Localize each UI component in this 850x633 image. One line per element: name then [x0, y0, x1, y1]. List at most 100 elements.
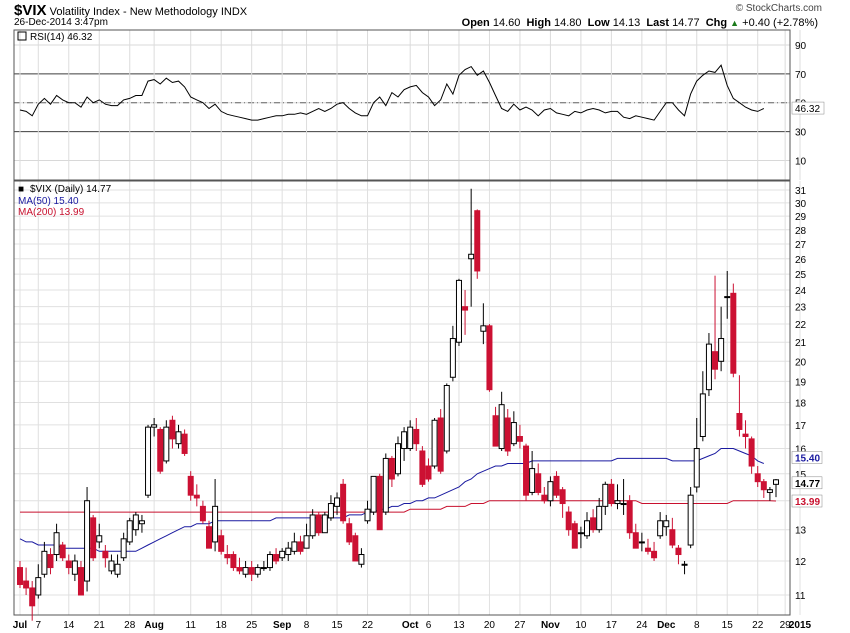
candle — [212, 479, 219, 552]
candle — [455, 278, 462, 346]
x-tick-label: 11 — [186, 620, 197, 631]
x-tick-label: 18 — [216, 620, 228, 631]
candle-body — [754, 473, 761, 483]
candle — [285, 541, 292, 561]
x-tick-label: 24 — [636, 620, 648, 631]
candle — [718, 306, 725, 372]
price-tick-label: 30 — [795, 199, 807, 210]
candle-body — [193, 494, 200, 499]
candle-body — [260, 567, 267, 570]
candle-body — [657, 520, 664, 537]
candle-body — [303, 535, 310, 549]
ma50-tag: 15.40 — [791, 451, 823, 464]
x-tick-label: Aug — [144, 620, 163, 631]
candle — [84, 487, 91, 592]
price-tick-label: 16 — [795, 445, 807, 456]
candle — [443, 383, 450, 454]
candle-body — [498, 404, 505, 450]
price-tick-label: 23 — [795, 303, 807, 314]
ma50-tag-text: 15.40 — [795, 453, 820, 464]
candle — [657, 512, 664, 539]
candle — [773, 479, 779, 498]
candle-body — [181, 433, 188, 454]
x-tick-label: 7 — [36, 620, 42, 631]
candle-body — [651, 550, 658, 559]
candle-body — [468, 253, 475, 260]
price-tick-label: 31 — [795, 186, 807, 197]
price-tick-label: 12 — [795, 557, 807, 568]
candle — [132, 512, 139, 536]
quote-summary: Open 14.60 High 14.80 Low 14.13 Last 14.… — [462, 17, 818, 29]
candle — [693, 417, 700, 493]
candle — [340, 479, 347, 524]
rsi-legend: RSI(14) 46.32 — [17, 31, 93, 43]
rsi-legend-icon — [17, 31, 27, 41]
x-tick-label: 17 — [606, 620, 618, 631]
price-tick-label: 11 — [795, 591, 806, 602]
price-tick-label: 21 — [795, 338, 807, 349]
candle-body — [462, 306, 469, 311]
exchange: INDX — [220, 6, 248, 18]
candle — [675, 545, 682, 565]
candle-body — [492, 415, 499, 447]
candle-body — [541, 494, 548, 502]
x-tick-label: 27 — [514, 620, 526, 631]
candle-body — [620, 503, 627, 506]
candle — [145, 424, 152, 498]
candle — [65, 554, 72, 575]
high-value: 14.80 — [554, 17, 582, 29]
price-tick-label: 25 — [795, 270, 807, 281]
rsi-tick-label: 10 — [795, 157, 807, 168]
candle — [590, 509, 597, 533]
rsi-frame-rect — [13, 29, 791, 181]
candle — [742, 420, 749, 449]
candle — [559, 487, 566, 518]
candle — [224, 545, 231, 565]
security-name: Volatility Index - New Methodology — [49, 6, 218, 18]
candle — [248, 560, 255, 582]
candle-body — [96, 535, 103, 543]
candle-body — [23, 580, 30, 589]
candle — [376, 473, 383, 531]
candle — [431, 417, 438, 469]
price-tick-label: 19 — [795, 377, 807, 388]
candle-body — [443, 384, 450, 452]
candle-body — [742, 433, 749, 438]
candle-body — [315, 514, 322, 534]
candle — [71, 554, 78, 582]
candle — [102, 545, 109, 568]
candle-body — [358, 554, 365, 565]
candle — [541, 487, 548, 504]
candlestick-series — [17, 188, 779, 621]
price-tick-label: 28 — [795, 226, 807, 237]
candle — [663, 514, 670, 536]
last-price-tag-text: 14.77 — [795, 479, 820, 490]
x-tick-label: 8 — [694, 620, 700, 631]
candle-body — [145, 426, 152, 496]
candle — [187, 471, 194, 501]
candle — [571, 520, 578, 549]
x-tick-label: Dec — [657, 620, 676, 631]
candle — [730, 283, 737, 378]
candle — [705, 333, 712, 397]
low-value: 14.13 — [612, 17, 641, 29]
candle-body — [108, 560, 115, 572]
x-tick-label: Oct — [402, 620, 419, 631]
candle-body — [590, 517, 597, 531]
candle — [193, 484, 200, 507]
candle-body — [596, 505, 603, 531]
price-tick-label: 22 — [795, 320, 807, 331]
candle-body — [334, 497, 341, 507]
candle — [303, 523, 310, 549]
rsi-tick-label: 30 — [795, 128, 807, 139]
candle-body — [401, 431, 408, 450]
candle — [291, 532, 298, 555]
rsi-tick-label: 70 — [795, 70, 807, 81]
candle-body — [65, 560, 72, 569]
candle — [596, 497, 603, 533]
candle-body — [553, 475, 560, 496]
x-tick-label: 20 — [484, 620, 496, 631]
candle-body — [273, 554, 280, 562]
candle — [413, 417, 420, 451]
candle-body — [736, 413, 743, 430]
